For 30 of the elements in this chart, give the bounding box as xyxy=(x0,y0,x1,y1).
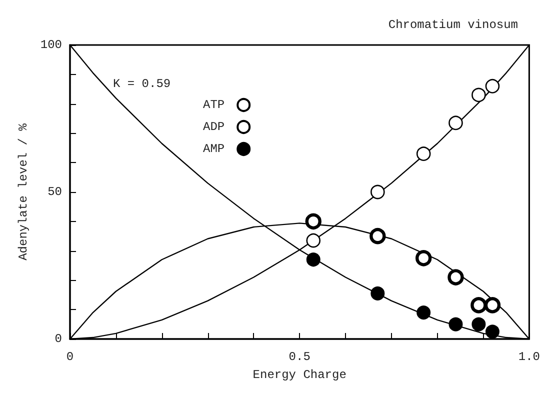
point xyxy=(448,269,464,286)
x-tick-label: 0.5 xyxy=(288,350,310,364)
point xyxy=(415,250,432,266)
point xyxy=(370,228,386,244)
legend-label: ATP xyxy=(202,98,225,112)
legend-label: AMP xyxy=(202,142,225,156)
point xyxy=(448,317,463,332)
point xyxy=(485,79,500,94)
y-tick-label: 50 xyxy=(48,185,62,199)
x-tick-label: 0 xyxy=(66,350,74,364)
annotation: K = 0.59 xyxy=(113,77,171,91)
chart-title: Chromatium vinosum xyxy=(388,18,518,32)
point xyxy=(306,252,320,267)
y-axis-title: Adenylate level / % xyxy=(16,122,30,260)
point xyxy=(472,317,486,332)
point xyxy=(484,297,501,314)
point xyxy=(448,116,463,130)
point xyxy=(416,146,431,161)
x-axis-title: Energy Charge xyxy=(252,368,346,382)
point xyxy=(305,213,322,230)
y-tick-label: 100 xyxy=(40,38,62,52)
point xyxy=(416,306,431,320)
y-tick-label: 0 xyxy=(54,332,62,346)
point xyxy=(485,324,500,339)
point xyxy=(306,233,321,248)
point xyxy=(370,286,385,300)
legend-label: ADP xyxy=(202,120,225,134)
x-tick-label: 1.0 xyxy=(518,350,540,364)
point xyxy=(370,184,385,200)
point xyxy=(470,297,487,314)
